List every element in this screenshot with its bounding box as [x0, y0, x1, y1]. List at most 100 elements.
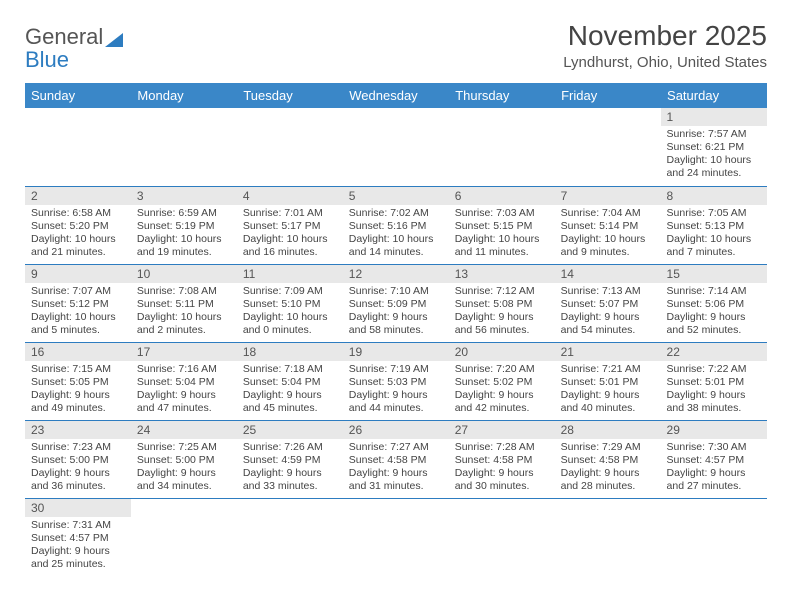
calendar-cell: 19Sunrise: 7:19 AMSunset: 5:03 PMDayligh… [343, 342, 449, 420]
calendar-cell: 18Sunrise: 7:18 AMSunset: 5:04 PMDayligh… [237, 342, 343, 420]
calendar-cell: 30Sunrise: 7:31 AMSunset: 4:57 PMDayligh… [25, 498, 131, 576]
calendar-week-row: 2Sunrise: 6:58 AMSunset: 5:20 PMDaylight… [25, 186, 767, 264]
calendar-cell: 22Sunrise: 7:22 AMSunset: 5:01 PMDayligh… [661, 342, 767, 420]
calendar-cell [131, 498, 237, 576]
page-title: November 2025 [563, 20, 767, 52]
day-number: 27 [449, 421, 555, 439]
calendar-cell: 6Sunrise: 7:03 AMSunset: 5:15 PMDaylight… [449, 186, 555, 264]
day-number: 17 [131, 343, 237, 361]
day-details: Sunrise: 7:07 AMSunset: 5:12 PMDaylight:… [25, 283, 131, 342]
day-number: 5 [343, 187, 449, 205]
calendar-cell: 28Sunrise: 7:29 AMSunset: 4:58 PMDayligh… [555, 420, 661, 498]
calendar-cell [131, 108, 237, 186]
calendar-cell [343, 108, 449, 186]
day-details: Sunrise: 7:27 AMSunset: 4:58 PMDaylight:… [343, 439, 449, 498]
day-details: Sunrise: 7:08 AMSunset: 5:11 PMDaylight:… [131, 283, 237, 342]
calendar-cell: 15Sunrise: 7:14 AMSunset: 5:06 PMDayligh… [661, 264, 767, 342]
day-details: Sunrise: 7:03 AMSunset: 5:15 PMDaylight:… [449, 205, 555, 264]
day-details: Sunrise: 7:05 AMSunset: 5:13 PMDaylight:… [661, 205, 767, 264]
day-number: 21 [555, 343, 661, 361]
day-details: Sunrise: 7:21 AMSunset: 5:01 PMDaylight:… [555, 361, 661, 420]
day-number: 2 [25, 187, 131, 205]
calendar-cell: 20Sunrise: 7:20 AMSunset: 5:02 PMDayligh… [449, 342, 555, 420]
day-number: 7 [555, 187, 661, 205]
day-details: Sunrise: 6:58 AMSunset: 5:20 PMDaylight:… [25, 205, 131, 264]
day-header: Friday [555, 83, 661, 108]
day-details: Sunrise: 7:09 AMSunset: 5:10 PMDaylight:… [237, 283, 343, 342]
day-details: Sunrise: 7:19 AMSunset: 5:03 PMDaylight:… [343, 361, 449, 420]
day-details: Sunrise: 7:04 AMSunset: 5:14 PMDaylight:… [555, 205, 661, 264]
day-header: Sunday [25, 83, 131, 108]
calendar-week-row: 9Sunrise: 7:07 AMSunset: 5:12 PMDaylight… [25, 264, 767, 342]
calendar-cell [237, 498, 343, 576]
calendar-cell: 23Sunrise: 7:23 AMSunset: 5:00 PMDayligh… [25, 420, 131, 498]
day-details: Sunrise: 7:23 AMSunset: 5:00 PMDaylight:… [25, 439, 131, 498]
calendar-cell [661, 498, 767, 576]
calendar-cell: 17Sunrise: 7:16 AMSunset: 5:04 PMDayligh… [131, 342, 237, 420]
day-details: Sunrise: 6:59 AMSunset: 5:19 PMDaylight:… [131, 205, 237, 264]
logo-text-blue: Blue [25, 47, 69, 73]
day-number: 8 [661, 187, 767, 205]
calendar-cell: 1Sunrise: 7:57 AMSunset: 6:21 PMDaylight… [661, 108, 767, 186]
title-block: November 2025 Lyndhurst, Ohio, United St… [563, 20, 767, 71]
day-number: 22 [661, 343, 767, 361]
page-subtitle: Lyndhurst, Ohio, United States [563, 54, 767, 71]
day-number: 13 [449, 265, 555, 283]
calendar-cell: 21Sunrise: 7:21 AMSunset: 5:01 PMDayligh… [555, 342, 661, 420]
calendar-cell: 26Sunrise: 7:27 AMSunset: 4:58 PMDayligh… [343, 420, 449, 498]
day-number: 16 [25, 343, 131, 361]
day-details: Sunrise: 7:25 AMSunset: 5:00 PMDaylight:… [131, 439, 237, 498]
day-details: Sunrise: 7:22 AMSunset: 5:01 PMDaylight:… [661, 361, 767, 420]
calendar-cell: 3Sunrise: 6:59 AMSunset: 5:19 PMDaylight… [131, 186, 237, 264]
calendar-cell: 7Sunrise: 7:04 AMSunset: 5:14 PMDaylight… [555, 186, 661, 264]
day-number: 12 [343, 265, 449, 283]
day-details: Sunrise: 7:13 AMSunset: 5:07 PMDaylight:… [555, 283, 661, 342]
day-number: 9 [25, 265, 131, 283]
day-details: Sunrise: 7:28 AMSunset: 4:58 PMDaylight:… [449, 439, 555, 498]
day-details: Sunrise: 7:18 AMSunset: 5:04 PMDaylight:… [237, 361, 343, 420]
day-number: 30 [25, 499, 131, 517]
calendar-cell: 24Sunrise: 7:25 AMSunset: 5:00 PMDayligh… [131, 420, 237, 498]
calendar-header-row: SundayMondayTuesdayWednesdayThursdayFrid… [25, 83, 767, 108]
day-header: Wednesday [343, 83, 449, 108]
day-number: 3 [131, 187, 237, 205]
day-details: Sunrise: 7:29 AMSunset: 4:58 PMDaylight:… [555, 439, 661, 498]
day-number: 19 [343, 343, 449, 361]
day-number: 23 [25, 421, 131, 439]
day-details: Sunrise: 7:15 AMSunset: 5:05 PMDaylight:… [25, 361, 131, 420]
day-header: Thursday [449, 83, 555, 108]
calendar-cell [237, 108, 343, 186]
day-details: Sunrise: 7:31 AMSunset: 4:57 PMDaylight:… [25, 517, 131, 576]
calendar-cell: 4Sunrise: 7:01 AMSunset: 5:17 PMDaylight… [237, 186, 343, 264]
day-details: Sunrise: 7:12 AMSunset: 5:08 PMDaylight:… [449, 283, 555, 342]
logo-sail-icon [105, 27, 127, 41]
day-number: 1 [661, 108, 767, 126]
day-header: Monday [131, 83, 237, 108]
day-number: 29 [661, 421, 767, 439]
calendar-cell: 5Sunrise: 7:02 AMSunset: 5:16 PMDaylight… [343, 186, 449, 264]
day-details: Sunrise: 7:20 AMSunset: 5:02 PMDaylight:… [449, 361, 555, 420]
calendar-cell [449, 498, 555, 576]
day-number: 6 [449, 187, 555, 205]
calendar-cell [449, 108, 555, 186]
day-number: 18 [237, 343, 343, 361]
calendar-cell [25, 108, 131, 186]
calendar-week-row: 30Sunrise: 7:31 AMSunset: 4:57 PMDayligh… [25, 498, 767, 576]
day-number: 26 [343, 421, 449, 439]
day-number: 4 [237, 187, 343, 205]
calendar-cell: 12Sunrise: 7:10 AMSunset: 5:09 PMDayligh… [343, 264, 449, 342]
calendar-cell [343, 498, 449, 576]
day-number: 11 [237, 265, 343, 283]
day-header: Saturday [661, 83, 767, 108]
calendar-table: SundayMondayTuesdayWednesdayThursdayFrid… [25, 83, 767, 576]
calendar-cell: 29Sunrise: 7:30 AMSunset: 4:57 PMDayligh… [661, 420, 767, 498]
calendar-cell: 9Sunrise: 7:07 AMSunset: 5:12 PMDaylight… [25, 264, 131, 342]
calendar-week-row: 1Sunrise: 7:57 AMSunset: 6:21 PMDaylight… [25, 108, 767, 186]
calendar-cell: 27Sunrise: 7:28 AMSunset: 4:58 PMDayligh… [449, 420, 555, 498]
day-details: Sunrise: 7:14 AMSunset: 5:06 PMDaylight:… [661, 283, 767, 342]
day-details: Sunrise: 7:30 AMSunset: 4:57 PMDaylight:… [661, 439, 767, 498]
calendar-cell: 25Sunrise: 7:26 AMSunset: 4:59 PMDayligh… [237, 420, 343, 498]
calendar-page: General November 2025 Lyndhurst, Ohio, U… [0, 0, 792, 576]
calendar-cell [555, 498, 661, 576]
day-number: 28 [555, 421, 661, 439]
